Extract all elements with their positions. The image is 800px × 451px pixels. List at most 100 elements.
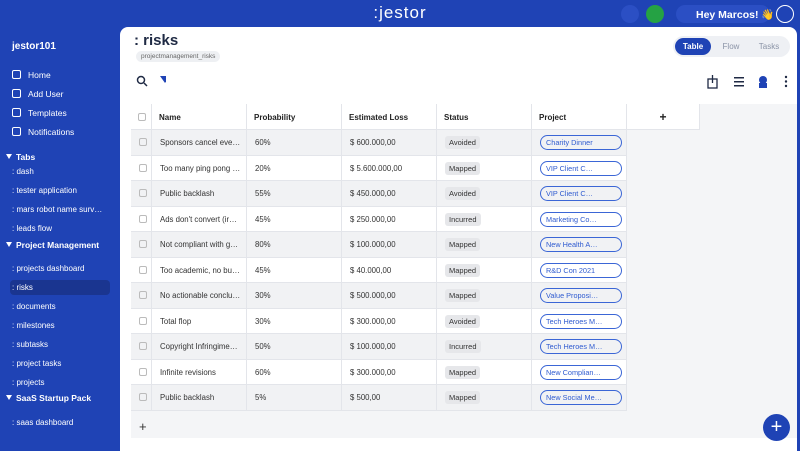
row-checkbox[interactable] — [139, 189, 147, 197]
tab-item[interactable]: : projects — [12, 378, 45, 387]
table-cell: 50% — [247, 334, 342, 360]
view-tab[interactable]: Table — [675, 38, 711, 55]
row-checkbox-cell — [131, 283, 152, 309]
tab-item[interactable]: : tester application — [12, 186, 77, 195]
tab-item[interactable]: : subtasks — [12, 340, 49, 349]
row-checkbox[interactable] — [139, 163, 147, 172]
row-checkbox[interactable] — [139, 240, 147, 248]
user-menu[interactable]: Hey Marcos! 👋 — [676, 5, 774, 23]
tab-item[interactable]: : mars robot name surv… — [12, 205, 103, 214]
project-link[interactable]: Charity Dinner — [540, 135, 622, 150]
row-checkbox[interactable] — [139, 291, 147, 299]
table-cell: 30% — [247, 308, 342, 334]
project-link[interactable]: Value Proposi… — [540, 288, 622, 303]
nav-item[interactable]: Home — [28, 70, 51, 80]
status-tag[interactable]: Mapped — [445, 161, 481, 175]
row-checkbox[interactable] — [139, 342, 147, 350]
project-link[interactable]: New Complian… — [540, 364, 622, 380]
table-cell: Mapped — [437, 359, 532, 385]
status-tag[interactable]: Mapped — [445, 238, 481, 251]
project-link[interactable]: Tech Heroes M… — [540, 339, 622, 354]
column-header[interactable]: Project — [532, 104, 627, 130]
tab-item[interactable]: : dash — [12, 167, 34, 176]
column-header[interactable]: Status — [437, 104, 532, 130]
table-cell: $ 450.000,00 — [342, 181, 437, 207]
cell-text: Not compliant with g… — [160, 240, 238, 249]
table-cell: Incurred — [437, 206, 532, 232]
nav-item[interactable]: Add User — [28, 89, 64, 99]
tab-item[interactable]: : milestones — [12, 321, 55, 330]
cell-text: Copyright Infringime… — [160, 342, 238, 351]
section-title[interactable]: SaaS Startup Pack — [6, 393, 116, 403]
row-checkbox[interactable] — [139, 367, 147, 376]
table-cell: 45% — [247, 257, 342, 283]
section-title[interactable]: Project Management — [6, 240, 116, 250]
table-cell: 20% — [247, 155, 342, 181]
row-checkbox[interactable] — [139, 265, 147, 274]
project-link[interactable]: New Health A… — [540, 237, 622, 252]
workspace-name[interactable]: jestor101 — [12, 41, 56, 52]
status-tag[interactable]: Avoided — [445, 136, 480, 149]
tab-item[interactable]: : saas dashboard — [12, 418, 74, 427]
header-checkbox-cell — [131, 104, 152, 130]
status-tag[interactable]: Mapped — [445, 263, 481, 277]
add-button[interactable]: + — [763, 414, 790, 441]
status-tag[interactable]: Mapped — [445, 365, 481, 379]
add-column[interactable]: + — [627, 104, 700, 130]
settings-button[interactable] — [621, 5, 639, 23]
nav-icon — [12, 70, 21, 79]
row-checkbox[interactable] — [139, 316, 147, 325]
tab-item[interactable]: : leads flow — [12, 224, 53, 233]
tab-item[interactable]: : projects dashboard — [12, 264, 85, 273]
page-subtitle: projectmanagement_risks — [136, 51, 221, 62]
status-tag[interactable]: Mapped — [445, 391, 481, 404]
cell-text: Public backlash — [160, 393, 215, 402]
project-link[interactable]: New Social Me… — [540, 390, 622, 405]
status-tag[interactable]: Avoided — [445, 314, 480, 328]
table-cell: Mapped — [437, 283, 532, 309]
table-cell: Not compliant with g… — [152, 232, 247, 258]
cell-text: 5% — [255, 393, 267, 402]
project-link[interactable]: R&D Con 2021 — [540, 262, 622, 278]
status-tag[interactable]: Incurred — [445, 340, 481, 353]
cell-text: 30% — [255, 316, 271, 326]
check-button[interactable] — [776, 5, 794, 23]
cell-text: Ads don't convert (ir… — [160, 214, 237, 224]
add-row-button[interactable]: + — [139, 419, 147, 434]
whatsapp-button[interactable] — [646, 5, 664, 23]
row-checkbox[interactable] — [139, 214, 147, 223]
table-cell: Mapped — [437, 385, 532, 411]
project-link[interactable]: Marketing Co… — [540, 211, 622, 227]
row-checkbox[interactable] — [139, 138, 147, 146]
row-checkbox[interactable] — [139, 393, 147, 401]
column-header[interactable]: Name — [152, 104, 247, 130]
nav-item[interactable]: Templates — [28, 108, 67, 118]
section-title[interactable]: Tabs — [6, 152, 116, 162]
toolbar-icons[interactable] — [705, 74, 790, 90]
search-filter[interactable] — [136, 75, 166, 89]
column-header[interactable]: Estimated Loss — [342, 104, 437, 130]
cell-text: $ 300.000,00 — [350, 316, 396, 326]
table-cell: $ 600.000,00 — [342, 130, 437, 156]
table-cell: Mapped — [437, 257, 532, 283]
cell-text: $ 500,00 — [350, 393, 381, 402]
cell-text: $ 100.000,00 — [350, 240, 396, 249]
column-header[interactable]: Probability — [247, 104, 342, 130]
row-checkbox-cell — [131, 385, 152, 411]
status-tag[interactable]: Mapped — [445, 289, 481, 302]
view-tab[interactable]: Flow — [722, 42, 740, 51]
project-link[interactable]: Tech Heroes M… — [540, 313, 622, 329]
nav-item[interactable]: Notifications — [28, 127, 75, 137]
status-tag[interactable]: Avoided — [445, 187, 480, 200]
project-link[interactable]: VIP Client C… — [540, 160, 622, 176]
row-checkbox-cell — [131, 334, 152, 360]
status-tag[interactable]: Incurred — [445, 212, 481, 226]
table-cell: $ 300.000,00 — [342, 308, 437, 334]
table-cell: $ 500.000,00 — [342, 283, 437, 309]
view-tab[interactable]: Tasks — [758, 42, 780, 51]
tab-item[interactable]: : project tasks — [12, 359, 62, 368]
project-link[interactable]: VIP Client C… — [540, 186, 622, 201]
tab-item[interactable]: : risks — [10, 280, 110, 295]
table-cell: $ 5.600.000,00 — [342, 155, 437, 181]
tab-item[interactable]: : documents — [12, 302, 56, 311]
